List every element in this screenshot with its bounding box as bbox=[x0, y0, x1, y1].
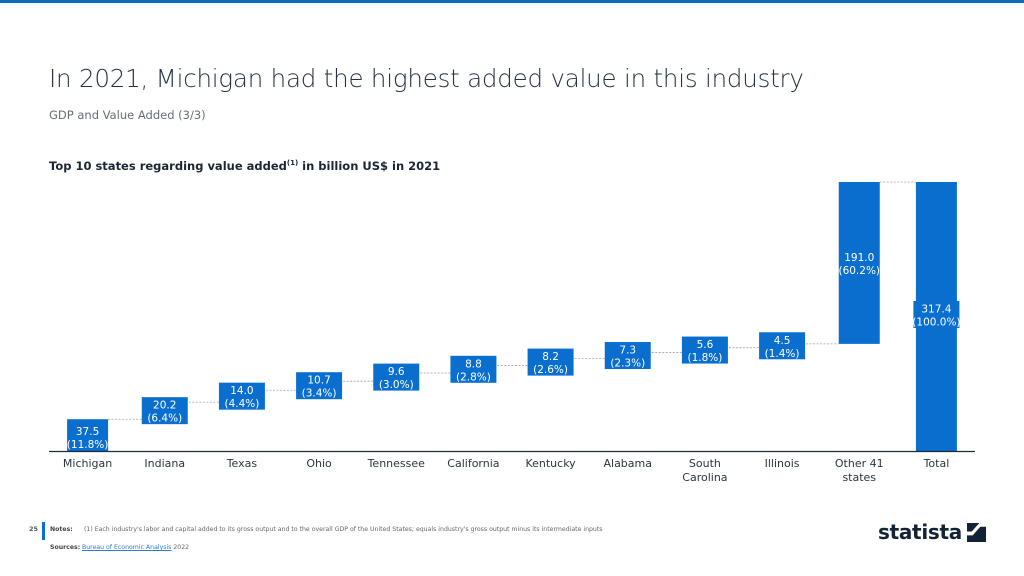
x-tick-label: Tennessee bbox=[367, 457, 426, 470]
value-labels: 37.5(11.8%) 20.2(6.4%) 14.0(4.4%) 10.7(3.4%… bbox=[67, 252, 961, 451]
notes-row: Notes: (1) Each industry's labor and cap… bbox=[50, 526, 603, 533]
x-tick-label: Ohio bbox=[306, 457, 332, 470]
share-label: (3.0%) bbox=[379, 379, 414, 391]
value-label-box bbox=[604, 342, 651, 370]
share-label: (2.6%) bbox=[533, 364, 568, 376]
page-title: In 2021, Michigan had the highest added … bbox=[49, 64, 804, 93]
x-tick-label: Other 41 bbox=[835, 457, 884, 470]
value-label-box bbox=[450, 355, 497, 383]
chart-title: Top 10 states regarding value added(1) i… bbox=[49, 159, 440, 173]
share-label: (2.8%) bbox=[456, 371, 491, 383]
x-tick-label: Indiana bbox=[144, 457, 185, 470]
statista-logo-icon bbox=[966, 522, 986, 542]
page-number: 25 bbox=[29, 525, 39, 533]
share-label: (3.4%) bbox=[302, 388, 337, 400]
footer-accent-bar bbox=[42, 522, 45, 540]
value-label: 317.4 bbox=[921, 304, 951, 316]
brand-wordmark: statista bbox=[878, 520, 962, 544]
value-label: 9.6 bbox=[388, 366, 405, 378]
share-label: (60.2%) bbox=[838, 265, 880, 277]
value-label-box bbox=[141, 397, 188, 425]
value-label-box bbox=[759, 332, 806, 360]
x-tick-label: Kentucky bbox=[525, 457, 576, 470]
value-label: 37.5 bbox=[76, 426, 99, 438]
value-label: 191.0 bbox=[844, 252, 874, 264]
share-label: (100.0%) bbox=[912, 317, 960, 329]
x-tick-label: South bbox=[689, 457, 721, 470]
x-tick-label: Total bbox=[923, 457, 950, 470]
value-label-box bbox=[681, 336, 728, 364]
x-tick-label: states bbox=[842, 471, 876, 484]
x-tick-label: Carolina bbox=[682, 471, 727, 484]
value-label-box bbox=[296, 372, 343, 400]
value-label: 10.7 bbox=[307, 375, 330, 387]
value-label-box bbox=[373, 363, 420, 391]
connector-lines bbox=[108, 181, 916, 420]
x-tick-label: Michigan bbox=[63, 457, 112, 470]
value-label: 7.3 bbox=[619, 345, 636, 357]
sources-label: Sources: bbox=[50, 544, 81, 551]
bar-other-41-states bbox=[838, 182, 880, 344]
chart-title-text: Top 10 states regarding value added bbox=[49, 159, 287, 173]
share-label: (1.4%) bbox=[765, 348, 800, 360]
waterfall-chart: 37.5(11.8%) 20.2(6.4%) 14.0(4.4%) 10.7(3.4%… bbox=[49, 181, 975, 484]
page-subtitle: GDP and Value Added (3/3) bbox=[49, 108, 206, 122]
notes-text: (1) Each industry's labor and capital ad… bbox=[83, 526, 603, 533]
share-label: (2.3%) bbox=[610, 358, 645, 370]
statista-logo: statista bbox=[878, 520, 986, 544]
bar-michigan bbox=[67, 419, 109, 451]
sources-year: 2022 bbox=[171, 544, 190, 551]
share-label: (4.4%) bbox=[224, 398, 259, 410]
notes-label: Notes: bbox=[50, 526, 73, 533]
x-tick-label: California bbox=[447, 457, 499, 470]
value-label: 14.0 bbox=[230, 385, 253, 397]
footnote-marker: (1) bbox=[286, 159, 299, 167]
share-label: (11.8%) bbox=[67, 439, 109, 451]
sources-row: Sources: Bureau of Economic Analysis 2022 bbox=[50, 544, 189, 551]
value-label-box bbox=[218, 382, 265, 410]
share-label: (1.8%) bbox=[687, 352, 722, 364]
top-accent-bar bbox=[0, 0, 1024, 3]
value-label: 20.2 bbox=[153, 400, 176, 412]
bars bbox=[67, 182, 957, 451]
value-label: 8.8 bbox=[465, 358, 482, 370]
x-tick-labels: Michigan Indiana Texas Ohio Tennessee Califor… bbox=[63, 457, 949, 484]
value-label: 5.6 bbox=[697, 339, 714, 351]
chart-title-suffix: in billion US$ in 2021 bbox=[298, 159, 441, 173]
x-tick-label: Alabama bbox=[603, 457, 652, 470]
x-tick-label: Texas bbox=[226, 457, 258, 470]
source-link[interactable]: Bureau of Economic Analysis bbox=[82, 544, 172, 551]
value-label-box bbox=[527, 348, 574, 376]
value-label: 8.2 bbox=[542, 351, 559, 363]
value-label: 4.5 bbox=[774, 335, 791, 347]
x-tick-label: Illinois bbox=[765, 457, 800, 470]
share-label: (6.4%) bbox=[147, 413, 182, 425]
value-label-box bbox=[913, 301, 960, 328]
